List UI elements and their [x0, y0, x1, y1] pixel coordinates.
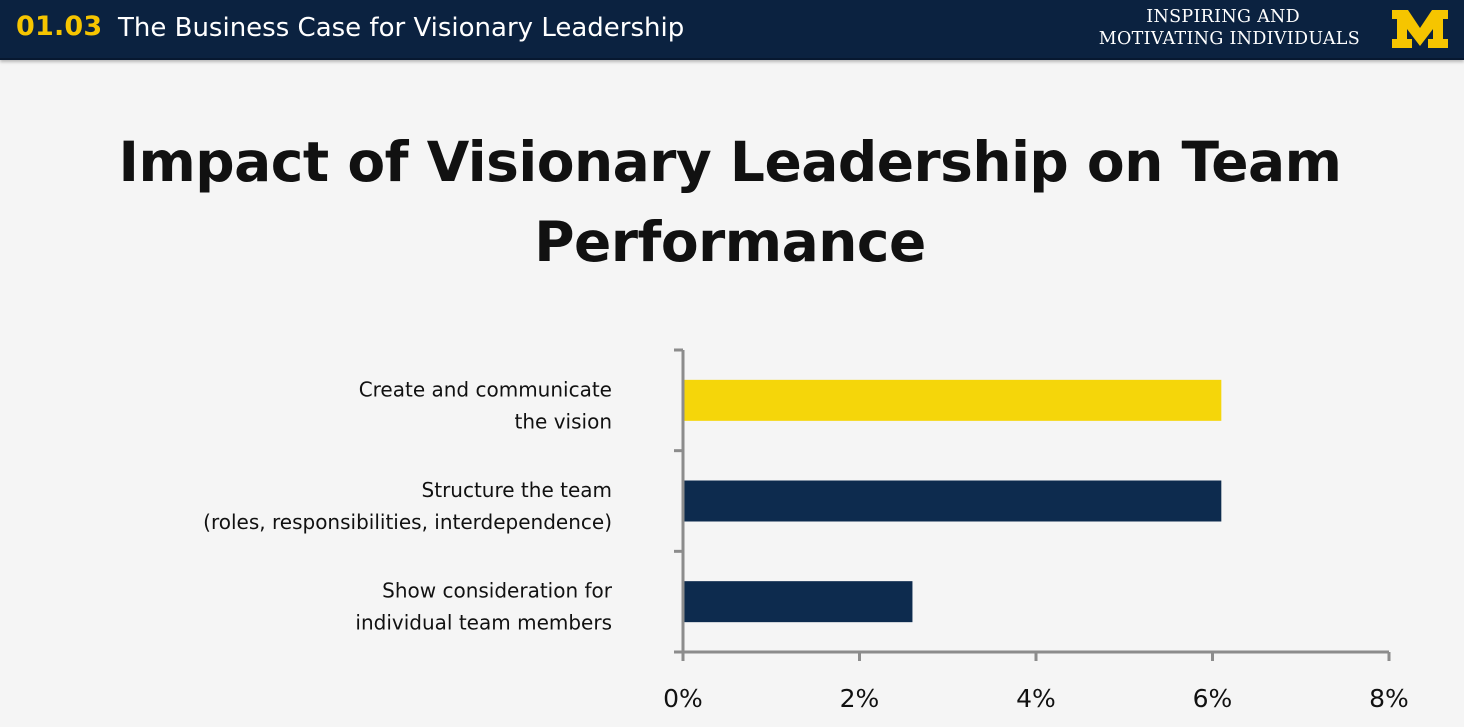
- x-tick-label-5: 8%: [1369, 684, 1409, 713]
- slide-title: Impact of Visionary Leadership on Team P…: [60, 122, 1400, 282]
- category-labels: Create and communicate the vision Structur…: [203, 377, 613, 634]
- category-label-3-line-2: individual team members: [355, 611, 612, 635]
- bar-2: [684, 480, 1222, 522]
- header-bar: 01.03 The Business Case for Visionary Le…: [0, 0, 1464, 60]
- x-tick-label-2: 2%: [840, 684, 880, 713]
- category-label-3-line-1: Show consideration for: [382, 579, 613, 603]
- category-label-2-line-1: Structure the team: [422, 478, 612, 502]
- course-name-line-2: MOTIVATING INDIVIDUALS: [1098, 29, 1360, 49]
- category-label-1: Create and communicate the vision: [359, 377, 612, 433]
- slide-title-line-2: Performance: [534, 210, 926, 274]
- x-tick-label-1: 0%: [663, 684, 703, 713]
- course-name: INSPIRING AND MOTIVATING INDIVIDUALS: [1040, 6, 1360, 50]
- bar-3: [684, 581, 913, 623]
- slide-title-line-1: Impact of Visionary Leadership on Team: [118, 130, 1342, 194]
- category-label-2-line-2: (roles, responsibilities, interdependenc…: [203, 510, 612, 534]
- category-label-1-line-2: the vision: [515, 409, 612, 433]
- category-label-1-line-1: Create and communicate: [359, 377, 612, 401]
- category-label-2: Structure the team (roles, responsibiliti…: [203, 478, 612, 534]
- lesson-number: 01.03: [16, 11, 103, 42]
- university-m-logo: [1392, 10, 1448, 48]
- bars: [684, 379, 1222, 623]
- x-tick-labels: 0% 2% 4% 6% 8%: [663, 684, 1409, 713]
- course-name-line-1: INSPIRING AND: [1146, 7, 1300, 27]
- lesson-title: The Business Case for Visionary Leadersh…: [118, 13, 685, 43]
- bar-1: [684, 379, 1222, 421]
- axes: [674, 348, 1391, 661]
- x-tick-label-3: 4%: [1016, 684, 1056, 713]
- category-label-3: Show consideration for individual team me…: [355, 579, 612, 635]
- x-tick-label-4: 6%: [1193, 684, 1233, 713]
